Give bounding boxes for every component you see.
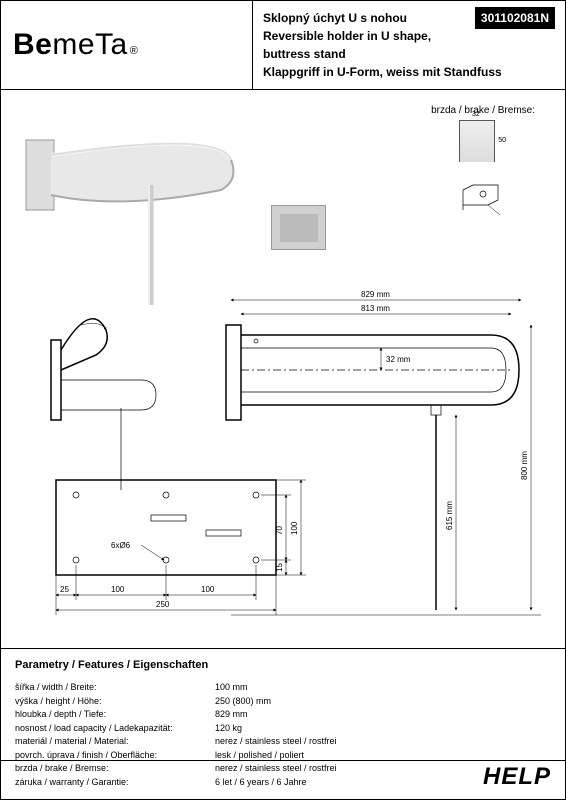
spec-value: nerez / stainless steel / rostfrei: [215, 762, 337, 776]
specs-row: záruka / warranty / Garantie:6 let / 6 y…: [15, 776, 551, 790]
title-cell: Sklopný úchyt U s nohou 301102081N Rever…: [253, 1, 565, 89]
specs-title: Parametry / Features / Eigenschaften: [15, 659, 551, 671]
dim-800: 800 mm: [520, 451, 529, 480]
spec-label: hloubka / depth / Tiefe:: [15, 708, 215, 722]
spec-value: 250 (800) mm: [215, 695, 271, 709]
spec-value: nerez / stainless steel / rostfrei: [215, 735, 337, 749]
spec-label: materiál / material / Material:: [15, 735, 215, 749]
dim-70: 70: [275, 526, 284, 535]
specs-row: šířka / width / Breite:100 mm: [15, 681, 551, 695]
drawing-area: brzda / brake / Bremse: 829 mm 813 mm: [1, 90, 565, 648]
dim-813: 813 mm: [361, 304, 390, 313]
dim-250: 250: [156, 600, 170, 609]
specs-row: hloubka / depth / Tiefe:829 mm: [15, 708, 551, 722]
spec-value: 6 let / 6 years / 6 Jahre: [215, 776, 307, 790]
title-cz: Sklopný úchyt U s nohou 301102081N: [263, 9, 555, 27]
spec-label: záruka / warranty / Garantie:: [15, 776, 215, 790]
dim-829: 829 mm: [361, 290, 390, 299]
spec-value: 120 kg: [215, 722, 242, 736]
help-brand: HELP: [483, 763, 551, 791]
title-cz-text: Sklopný úchyt U s nohou: [263, 11, 407, 25]
spec-label: brzda / brake / Bremse:: [15, 762, 215, 776]
spec-label: šířka / width / Breite:: [15, 681, 215, 695]
dim-100c: 100: [290, 521, 299, 535]
header: BemeTa® Sklopný úchyt U s nohou 30110208…: [1, 1, 565, 90]
logo-reg: ®: [130, 45, 139, 57]
specs-row: brzda / brake / Bremse:nerez / stainless…: [15, 762, 551, 776]
spec-label: výška / height / Höhe:: [15, 695, 215, 709]
logo-bold: Be: [13, 28, 52, 62]
specs-table: šířka / width / Breite:100 mm výška / he…: [15, 681, 551, 789]
technical-drawing: 829 mm 813 mm 32 mm 800 mm 615 mm: [1, 90, 566, 650]
dim-100a: 100: [111, 585, 125, 594]
spec-label: nosnost / load capacity / Ladekapazität:: [15, 722, 215, 736]
part-number: 301102081N: [475, 7, 555, 29]
brand-logo: BemeTa®: [13, 28, 138, 62]
dim-25: 25: [60, 585, 69, 594]
dim-15: 15: [275, 563, 284, 572]
specs-row: výška / height / Höhe:250 (800) mm: [15, 695, 551, 709]
spec-value: 829 mm: [215, 708, 248, 722]
specs-section: Parametry / Features / Eigenschaften šíř…: [1, 648, 565, 797]
dim-32: 32 mm: [386, 355, 411, 364]
title-en: Reversible holder in U shape, buttress s…: [263, 27, 555, 63]
footer-divider: [1, 760, 565, 761]
logo-rest: meTa: [52, 28, 127, 62]
specs-row: materiál / material / Material:nerez / s…: [15, 735, 551, 749]
spec-value: 100 mm: [215, 681, 248, 695]
dim-615: 615 mm: [445, 501, 454, 530]
dim-holes: 6xØ6: [111, 541, 131, 550]
logo-cell: BemeTa®: [1, 1, 253, 89]
title-de: Klappgriff in U-Form, weiss mit Standfus…: [263, 63, 555, 81]
specs-row: nosnost / load capacity / Ladekapazität:…: [15, 722, 551, 736]
dim-100b: 100: [201, 585, 215, 594]
